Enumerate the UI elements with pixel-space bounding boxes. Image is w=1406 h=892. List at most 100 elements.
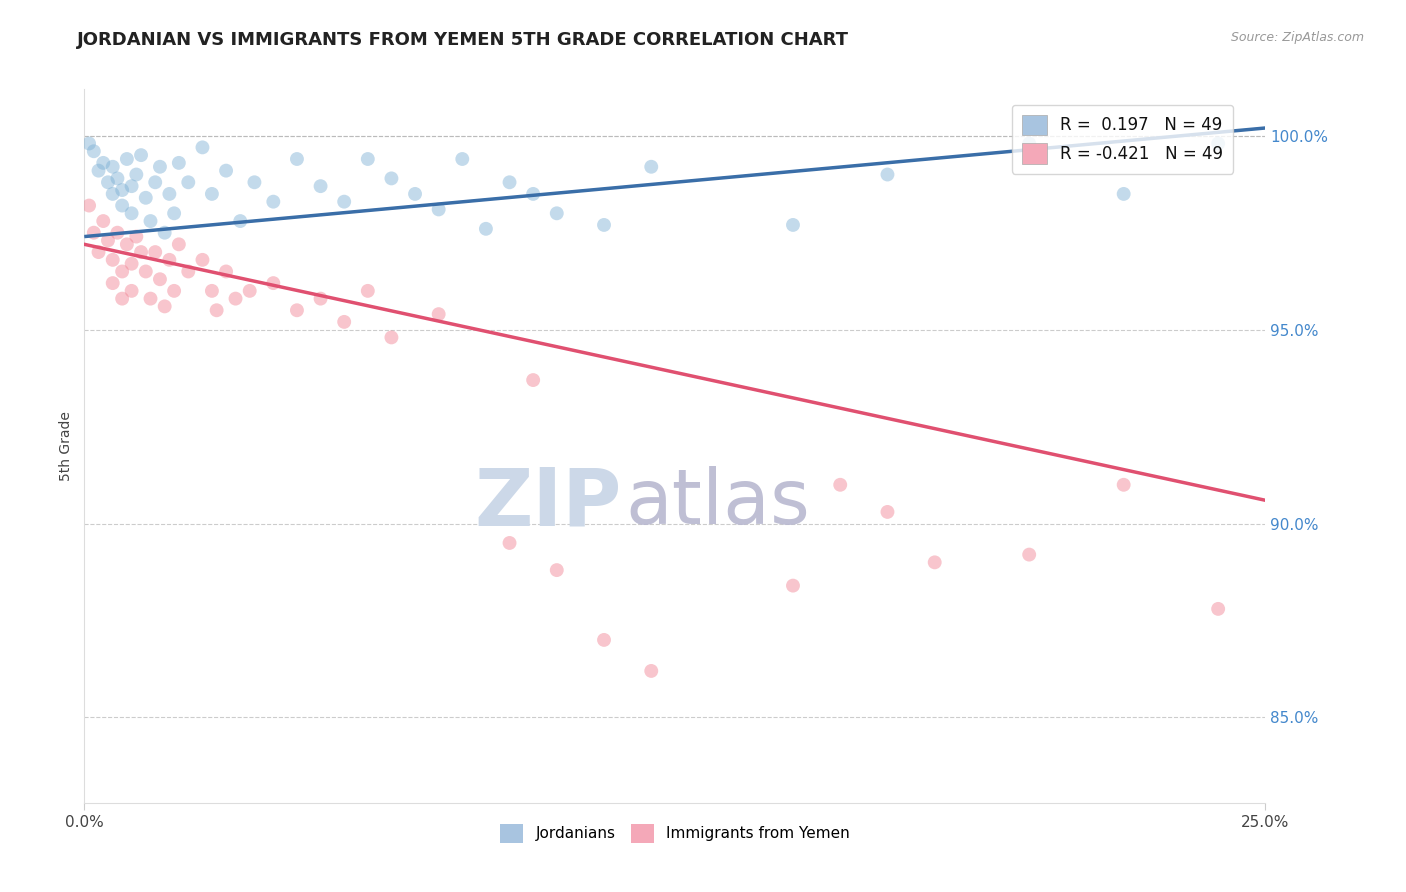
Point	[167, 237, 190, 252]
Point	[135, 191, 157, 205]
Text: ZIP: ZIP	[474, 464, 621, 542]
Point	[163, 284, 186, 298]
Point	[77, 136, 100, 151]
Point	[149, 272, 172, 286]
Point	[404, 186, 426, 201]
Point	[225, 292, 247, 306]
Point	[201, 284, 224, 298]
Point	[115, 237, 138, 252]
Point	[593, 218, 616, 232]
Point	[309, 292, 332, 306]
Point	[77, 198, 100, 212]
Point	[1112, 477, 1135, 491]
Point	[830, 477, 852, 491]
Point	[97, 175, 120, 189]
Point	[101, 276, 124, 290]
Point	[229, 214, 252, 228]
Point	[87, 163, 110, 178]
Point	[87, 245, 110, 260]
Point	[239, 284, 262, 298]
Point	[1018, 136, 1040, 151]
Point	[101, 160, 124, 174]
Point	[83, 226, 105, 240]
Point	[111, 264, 134, 278]
Point	[97, 234, 120, 248]
Point	[782, 218, 804, 232]
Point	[125, 229, 148, 244]
Point	[427, 307, 450, 321]
Point	[546, 206, 568, 220]
Point	[546, 563, 568, 577]
Point	[243, 175, 266, 189]
Point	[83, 145, 105, 159]
Point	[451, 152, 474, 166]
Point	[357, 284, 380, 298]
Point	[101, 252, 124, 267]
Point	[153, 226, 176, 240]
Point	[262, 276, 284, 290]
Point	[111, 198, 134, 212]
Point	[522, 186, 544, 201]
Point	[333, 315, 356, 329]
Point	[380, 330, 402, 344]
Point	[153, 299, 176, 313]
Point	[498, 175, 520, 189]
Point	[191, 140, 214, 154]
Point	[380, 171, 402, 186]
Point	[285, 303, 308, 318]
Point	[121, 257, 143, 271]
Point	[593, 632, 616, 647]
Point	[139, 292, 162, 306]
Point	[167, 156, 190, 170]
Point	[129, 245, 152, 260]
Point	[205, 303, 228, 318]
Point	[876, 168, 898, 182]
Point	[91, 156, 114, 170]
Point	[1206, 602, 1229, 616]
Point	[135, 264, 157, 278]
Text: JORDANIAN VS IMMIGRANTS FROM YEMEN 5TH GRADE CORRELATION CHART: JORDANIAN VS IMMIGRANTS FROM YEMEN 5TH G…	[77, 31, 849, 49]
Point	[111, 183, 134, 197]
Point	[149, 160, 172, 174]
Point	[121, 179, 143, 194]
Point	[215, 264, 238, 278]
Legend: Jordanians, Immigrants from Yemen: Jordanians, Immigrants from Yemen	[494, 818, 856, 848]
Point	[498, 536, 520, 550]
Point	[333, 194, 356, 209]
Point	[91, 214, 114, 228]
Point	[191, 252, 214, 267]
Point	[115, 152, 138, 166]
Point	[111, 292, 134, 306]
Point	[157, 252, 180, 267]
Point	[125, 168, 148, 182]
Point	[157, 186, 180, 201]
Point	[876, 505, 898, 519]
Point	[1018, 548, 1040, 562]
Point	[139, 214, 162, 228]
Point	[357, 152, 380, 166]
Point	[309, 179, 332, 194]
Point	[924, 555, 946, 569]
Point	[782, 579, 804, 593]
Point	[107, 171, 129, 186]
Point	[121, 206, 143, 220]
Point	[177, 175, 200, 189]
Point	[640, 160, 662, 174]
Point	[475, 222, 498, 236]
Point	[640, 664, 662, 678]
Point	[163, 206, 186, 220]
Point	[129, 148, 152, 162]
Text: Source: ZipAtlas.com: Source: ZipAtlas.com	[1230, 31, 1364, 45]
Y-axis label: 5th Grade: 5th Grade	[59, 411, 73, 481]
Point	[285, 152, 308, 166]
Text: atlas: atlas	[626, 467, 810, 540]
Point	[101, 186, 124, 201]
Point	[427, 202, 450, 217]
Point	[201, 186, 224, 201]
Point	[143, 175, 166, 189]
Point	[1112, 186, 1135, 201]
Point	[215, 163, 238, 178]
Point	[177, 264, 200, 278]
Point	[522, 373, 544, 387]
Point	[143, 245, 166, 260]
